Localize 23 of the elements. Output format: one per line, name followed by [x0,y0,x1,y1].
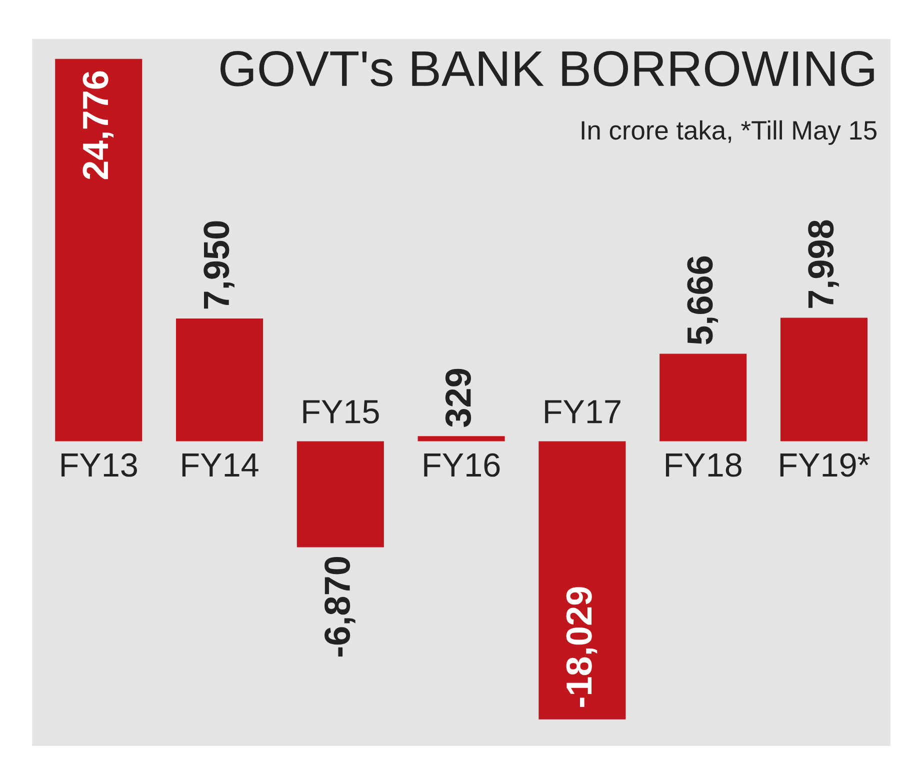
bar [538,441,626,720]
data-label: 7,998 [808,220,839,308]
data-label: -18,029 [566,587,598,707]
bar [55,58,142,442]
text: In crore taka, *Till May 15 [582,120,876,145]
chart-title: GOVT's BANK BORROWING [220,50,874,86]
x-tick-label: FY16 [424,453,500,477]
bar [418,436,505,442]
data-label: 329 [445,368,472,427]
bar [296,441,384,548]
bar [780,318,868,442]
bar [176,318,264,442]
x-tick-label: FY18 [666,453,742,477]
x-tick-label: FY19* [780,453,870,477]
x-tick-label: FY14 [182,454,258,476]
data-label: 7,950 [204,221,234,309]
data-label: 24,776 [82,71,114,180]
data-label: -6,870 [324,557,356,657]
x-tick-label: FY13 [62,453,137,477]
x-tick-label: FY17 [545,400,620,424]
data-label: 5,666 [687,256,718,344]
x-tick-label: FY15 [303,400,379,424]
bar [660,354,747,442]
